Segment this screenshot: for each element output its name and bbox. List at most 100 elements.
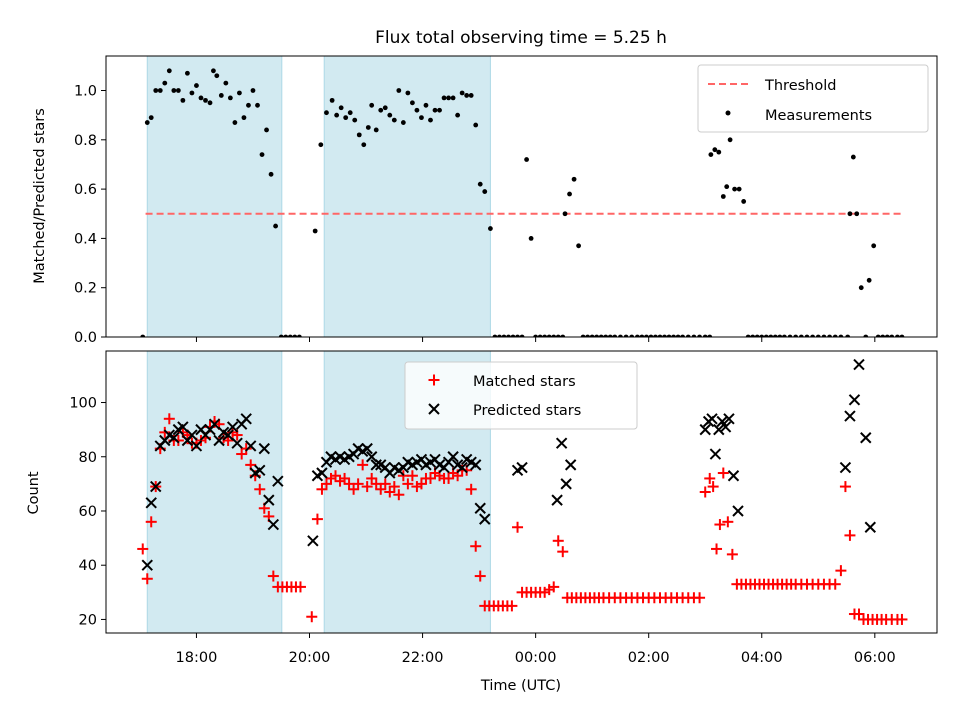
measurement-point-104	[623, 334, 629, 337]
measurement-point-9	[180, 97, 186, 103]
measurement-point-101	[607, 334, 613, 337]
predicted-point-23-b	[245, 440, 257, 452]
measurement-point-103	[618, 334, 623, 337]
measurement-point-7	[171, 88, 177, 93]
measurement-point-98	[594, 334, 600, 337]
predicted-point-73-b	[560, 478, 572, 490]
measurement-point-12	[194, 83, 199, 88]
predicted-point-61-b	[447, 451, 459, 463]
predicted-point-62-b	[451, 459, 464, 471]
predicted-point-78	[709, 448, 722, 460]
predicted-point-28-b	[267, 518, 280, 531]
predicted-point-17-b	[217, 426, 230, 439]
matched-point-52	[379, 478, 391, 490]
measurement-point-163	[899, 334, 905, 337]
measurement-point-25	[250, 88, 256, 93]
measurement-point-121	[707, 334, 713, 337]
matched-point-146	[829, 578, 841, 590]
measurement-point-158	[875, 334, 881, 337]
matched-point-89	[548, 581, 560, 593]
predicted-point-45-b	[375, 459, 387, 471]
measurement-point-114	[671, 334, 676, 337]
x-axis-label: Time (UTC)	[480, 678, 561, 694]
measurement-point-58	[414, 107, 420, 113]
measurement-point-17	[214, 73, 220, 79]
matched-point-149	[844, 529, 856, 541]
measurement-point-35	[296, 334, 302, 337]
measurement-point-156	[866, 277, 872, 283]
measurement-point-133	[754, 334, 760, 337]
measurement-point-29	[268, 171, 274, 177]
predicted-point-72-b	[555, 437, 568, 449]
measurement-point-118	[691, 334, 697, 337]
top-y-axis-label: Matched/Predicted stars	[32, 108, 48, 284]
measurement-point-65	[446, 95, 451, 101]
measurement-point-138	[777, 334, 783, 337]
legend-measurements-swatch	[725, 110, 731, 116]
top-y-tick-label-4: 0.8	[74, 133, 97, 149]
predicted-point-44	[370, 459, 382, 471]
measurement-point-159	[880, 334, 886, 337]
measurement-point-128	[732, 186, 738, 192]
chart-title: Flux total observing time = 5.25 h	[375, 28, 667, 48]
bottom-legend: Matched stars Predicted stars	[404, 361, 638, 430]
measurement-point-21	[232, 120, 238, 125]
predicted-point-66-b	[470, 459, 482, 471]
predicted-point-40-b	[352, 442, 364, 455]
measurement-point-141	[793, 334, 799, 337]
measurement-point-0	[140, 334, 146, 337]
predicted-point-70	[516, 461, 528, 474]
predicted-point-79	[713, 423, 725, 436]
predicted-point-11-b	[190, 440, 203, 452]
measurement-point-120	[702, 334, 708, 337]
predicted-point-32-b	[316, 467, 328, 479]
predicted-point-23	[245, 440, 257, 452]
measurement-point-87	[546, 334, 552, 337]
measurement-point-62	[432, 107, 438, 113]
matched-point-72	[470, 540, 482, 552]
predicted-point-42	[361, 442, 373, 455]
measurement-point-100	[603, 334, 609, 337]
predicted-point-81	[719, 421, 732, 433]
measurement-point-106	[634, 334, 640, 337]
predicted-point-15	[208, 418, 221, 430]
measurement-point-30	[273, 223, 278, 229]
measurement-point-92	[567, 191, 572, 197]
matched-point-118	[699, 486, 711, 498]
predicted-point-68-b	[479, 513, 491, 525]
bottom-axes-frame	[105, 350, 938, 634]
legend-predicted-label: Predicted stars	[473, 403, 581, 419]
predicted-point-65-b	[465, 456, 477, 468]
measurement-point-88	[551, 334, 557, 337]
measurement-point-111	[657, 334, 663, 337]
predicted-point-81-b	[719, 421, 732, 433]
predicted-point-67-b	[474, 502, 486, 514]
predicted-point-85-b	[839, 461, 852, 474]
predicted-point-63-b	[456, 461, 468, 474]
predicted-point-43-b	[365, 451, 378, 463]
measurement-point-59	[419, 115, 424, 121]
bottom-legend-frame	[404, 361, 638, 430]
measurement-point-148	[832, 334, 838, 337]
legend-cross-marker-b	[428, 403, 440, 415]
measurement-point-63	[437, 107, 442, 113]
measurement-point-82	[524, 157, 529, 162]
measurement-point-161	[889, 334, 895, 337]
x-tick-label-4: 02:00	[628, 650, 670, 666]
matched-point-73	[474, 570, 486, 582]
predicted-point-74-b	[564, 459, 577, 471]
bottom-shaded-interval-0	[146, 350, 283, 634]
measurement-point-57	[409, 100, 415, 106]
predicted-point-5-b	[163, 429, 176, 441]
predicted-point-25-b	[254, 464, 266, 477]
predicted-point-10	[186, 429, 198, 441]
measurement-point-136	[768, 334, 774, 337]
top-axes-frame	[105, 55, 938, 338]
matched-point-54	[388, 481, 400, 493]
measurement-point-137	[772, 334, 778, 337]
measurement-point-33	[287, 334, 293, 337]
predicted-point-20	[231, 437, 243, 449]
measurement-point-86	[542, 334, 548, 337]
measurement-point-32	[283, 334, 289, 337]
measurement-point-146	[821, 334, 827, 337]
